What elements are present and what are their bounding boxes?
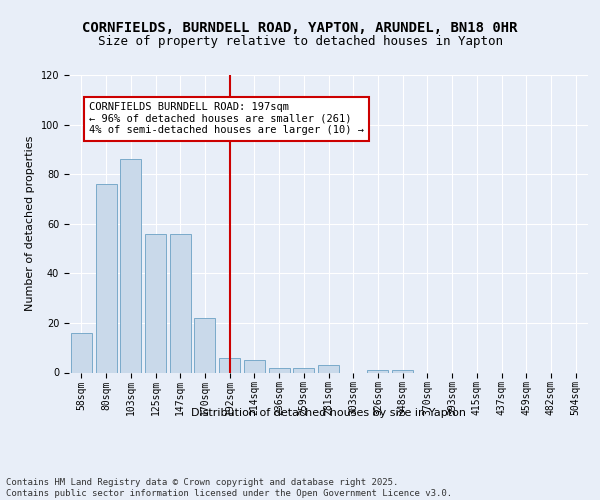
Bar	[219, 358, 240, 372]
Y-axis label: Number of detached properties: Number of detached properties	[25, 136, 35, 312]
Bar	[170, 234, 191, 372]
Bar	[71, 333, 92, 372]
Bar	[269, 368, 290, 372]
Text: Contains HM Land Registry data © Crown copyright and database right 2025.
Contai: Contains HM Land Registry data © Crown c…	[6, 478, 452, 498]
Bar	[120, 160, 141, 372]
Text: Size of property relative to detached houses in Yapton: Size of property relative to detached ho…	[97, 34, 503, 48]
Text: CORNFIELDS, BURNDELL ROAD, YAPTON, ARUNDEL, BN18 0HR: CORNFIELDS, BURNDELL ROAD, YAPTON, ARUND…	[82, 20, 518, 34]
Bar	[392, 370, 413, 372]
Bar	[95, 184, 116, 372]
Bar	[244, 360, 265, 372]
Bar	[145, 234, 166, 372]
Text: Distribution of detached houses by size in Yapton: Distribution of detached houses by size …	[191, 408, 466, 418]
Bar	[194, 318, 215, 372]
Bar	[367, 370, 388, 372]
Bar	[293, 368, 314, 372]
Text: CORNFIELDS BURNDELL ROAD: 197sqm
← 96% of detached houses are smaller (261)
4% o: CORNFIELDS BURNDELL ROAD: 197sqm ← 96% o…	[89, 102, 364, 136]
Bar	[318, 365, 339, 372]
